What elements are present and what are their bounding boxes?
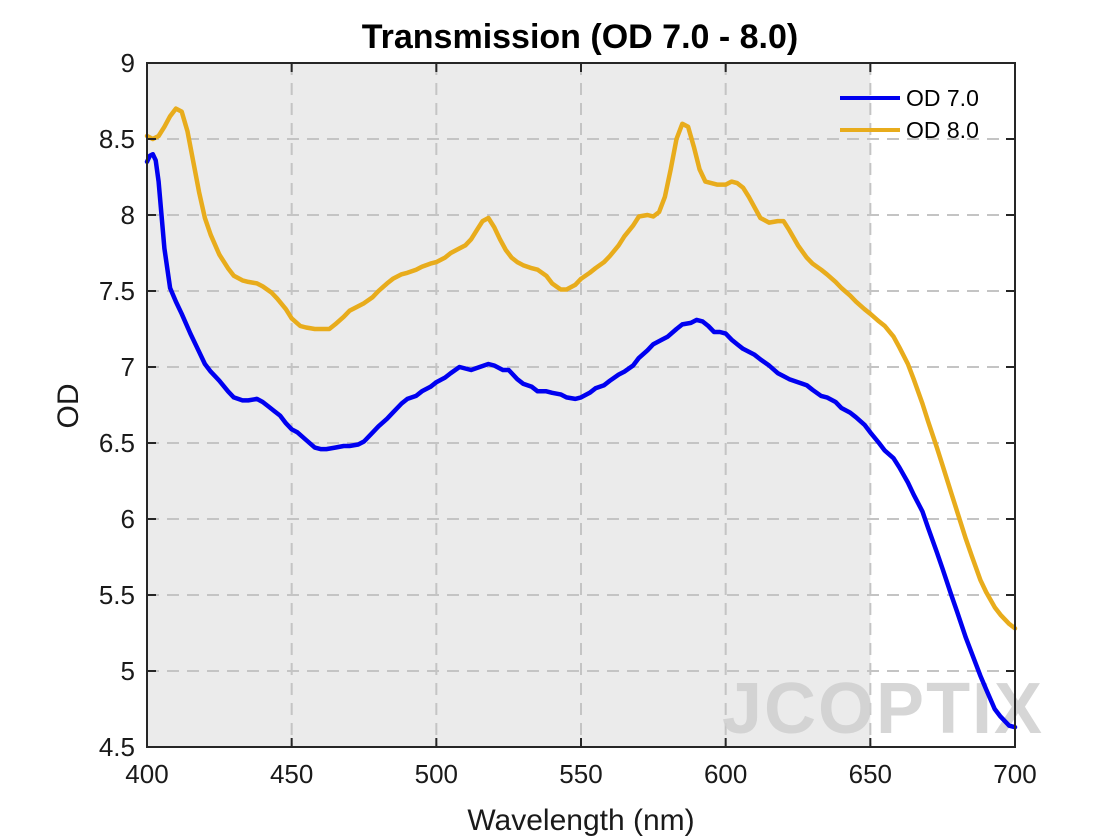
legend-label-od7: OD 7.0 bbox=[906, 85, 979, 111]
x-tick-label: 400 bbox=[125, 759, 168, 789]
y-tick-label: 9 bbox=[121, 48, 135, 78]
plot-area: JCOPTIX bbox=[144, 62, 1044, 749]
x-tick-label: 650 bbox=[849, 759, 892, 789]
y-tick-label: 4.5 bbox=[99, 732, 135, 762]
y-tick-label: 7 bbox=[121, 352, 135, 382]
legend: OD 7.0 OD 8.0 bbox=[840, 85, 979, 143]
y-axis-title: OD bbox=[52, 384, 85, 429]
y-tick-label: 6 bbox=[121, 504, 135, 534]
y-tick-labels: 4.5 5 5.5 6 6.5 7 7.5 8 8.5 9 bbox=[99, 48, 135, 762]
x-tick-label: 450 bbox=[270, 759, 313, 789]
y-tick-label: 8 bbox=[121, 200, 135, 230]
x-tick-label: 700 bbox=[993, 759, 1036, 789]
y-tick-label: 8.5 bbox=[99, 124, 135, 154]
x-tick-label: 550 bbox=[559, 759, 602, 789]
x-tick-labels: 400 450 500 550 600 650 700 bbox=[125, 759, 1036, 789]
chart-title: Transmission (OD 7.0 - 8.0) bbox=[362, 18, 798, 56]
legend-label-od8: OD 8.0 bbox=[906, 117, 979, 143]
y-tick-label: 6.5 bbox=[99, 428, 135, 458]
x-tick-label: 600 bbox=[704, 759, 747, 789]
series-lines bbox=[144, 106, 1018, 730]
grid-lines bbox=[147, 63, 1015, 747]
y-tick-label: 7.5 bbox=[99, 276, 135, 306]
series-line-od-7-0 bbox=[144, 151, 1018, 730]
x-axis-title: Wavelength (nm) bbox=[467, 804, 694, 837]
watermark-text: JCOPTIX bbox=[722, 669, 1044, 749]
y-tick-label: 5.5 bbox=[99, 580, 135, 610]
series-line-od-8-0 bbox=[144, 106, 1018, 631]
shaded-region bbox=[147, 63, 871, 747]
x-tick-label: 500 bbox=[415, 759, 458, 789]
y-tick-label: 5 bbox=[121, 656, 135, 686]
watermark: JCOPTIX bbox=[722, 669, 1044, 749]
tick-marks bbox=[146, 62, 1016, 748]
